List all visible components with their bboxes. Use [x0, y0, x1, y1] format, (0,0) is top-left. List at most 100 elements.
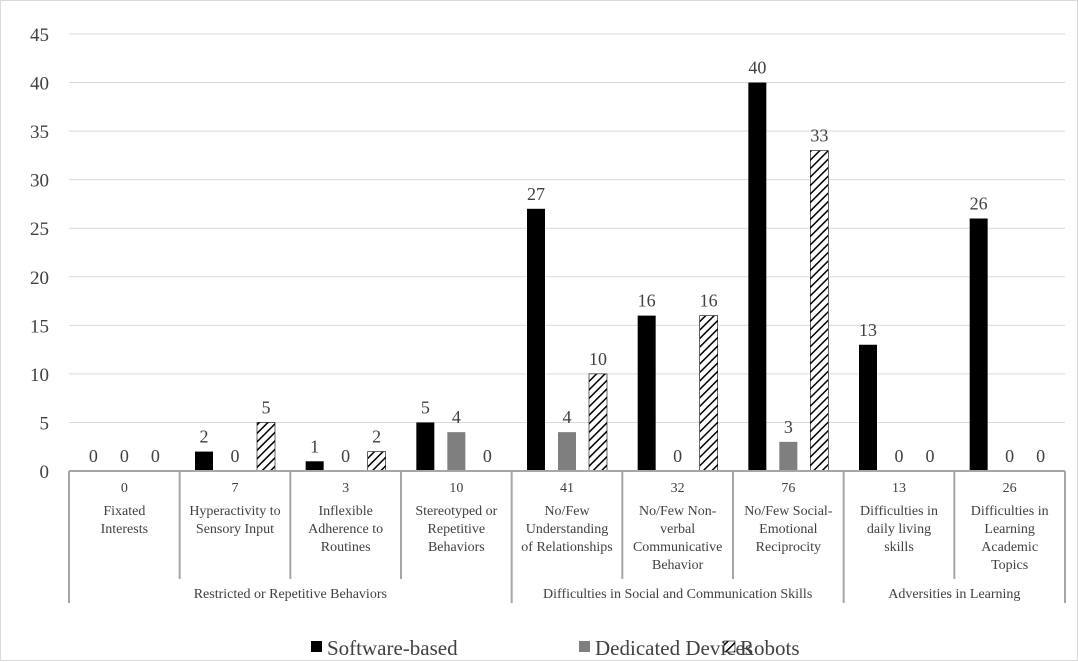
bars: [195, 82, 988, 472]
category-label-line: Routines: [321, 540, 371, 555]
data-label: 40: [748, 58, 766, 78]
bar: [779, 441, 798, 471]
bar: [256, 422, 276, 472]
category-label: Hyperactivity to Sensory Input: [189, 504, 280, 537]
category-label-line: Topics: [991, 558, 1028, 573]
category-label: Difficulties in Learning Academic Topics: [971, 504, 1049, 573]
y-tick-label: 45: [30, 25, 49, 46]
y-tick-label: 5: [40, 413, 50, 434]
category-label-line: verbal: [660, 522, 695, 537]
category-label-line: Emotional: [759, 522, 817, 537]
category-label-line: Fixated: [103, 504, 145, 519]
y-tick-label: 15: [30, 316, 49, 337]
data-label: 0: [673, 446, 682, 466]
category-label-line: Learning: [984, 522, 1035, 537]
bar: [748, 82, 767, 472]
y-tick-label: 40: [30, 74, 49, 95]
data-label: 0: [151, 446, 160, 466]
bar: [305, 461, 324, 471]
group-label: Adversities in Learning: [888, 587, 1020, 602]
category-label-line: Inflexible: [318, 504, 372, 519]
data-label: 2: [372, 427, 381, 447]
bar: [195, 451, 213, 471]
legend-swatch: [723, 640, 736, 653]
bar: [859, 344, 877, 471]
data-label: 1: [310, 436, 319, 456]
category-label-line: Adherence to: [308, 522, 383, 537]
legend-swatch: [579, 641, 590, 652]
data-label: 0: [895, 446, 904, 466]
bar: [367, 451, 386, 472]
data-label: 4: [563, 407, 572, 427]
category-total: 76: [781, 481, 795, 496]
y-tick-label: 10: [30, 365, 49, 386]
category-total: 3: [342, 481, 349, 496]
category-label-line: Sensory Input: [196, 522, 274, 537]
category-label-line: Behavior: [652, 558, 704, 573]
category-label-line: Hyperactivity to: [189, 504, 280, 519]
bar: [637, 315, 656, 471]
category-label-line: Understanding: [526, 522, 608, 537]
category-total: 41: [560, 481, 574, 496]
category-label: No/Few Non-verbal Communicative Behavior: [633, 504, 722, 573]
legend-swatch: [311, 641, 322, 652]
category-total: 32: [671, 481, 685, 496]
category-label-line: No/Few Social-: [744, 504, 833, 519]
category-label-line: Behaviors: [428, 540, 485, 555]
category-label-line: Communicative: [633, 540, 722, 555]
category-label-line: Reciprocity: [756, 540, 821, 555]
data-label: 26: [970, 194, 988, 214]
data-label: 3: [784, 417, 793, 437]
category-label: No/Few Social- Emotional Reciprocity: [744, 504, 833, 555]
category-label-line: skills: [884, 540, 914, 555]
data-label: 10: [589, 349, 607, 369]
category-label-line: Academic: [981, 540, 1038, 555]
y-tick-label: 30: [30, 171, 49, 192]
category-label-line: daily living: [867, 522, 931, 537]
bar: [588, 373, 608, 472]
category-label: Fixated Interests: [101, 504, 148, 537]
y-tick-label: 25: [30, 219, 49, 240]
category-label: Stereotyped or Repetitive Behaviors: [415, 504, 497, 555]
data-label: 16: [700, 291, 718, 311]
data-label: 13: [859, 320, 877, 340]
legend-label: Robots: [740, 636, 800, 660]
y-tick-label: 35: [30, 122, 49, 143]
category-total: 26: [1003, 481, 1017, 496]
category-label-line: Stereotyped or: [415, 504, 497, 519]
category-total: 7: [232, 481, 239, 496]
category-label: Inflexible Adherence to Routines: [308, 504, 383, 555]
category-label: No/Few Understanding of Relationships: [521, 504, 612, 555]
bar: [416, 422, 435, 471]
bar: [558, 432, 576, 471]
data-label: 0: [926, 446, 935, 466]
data-label: 33: [810, 126, 828, 146]
gridlines: [69, 33, 1065, 423]
data-label: 4: [452, 407, 461, 427]
category-total: 13: [892, 481, 906, 496]
legend-label: Software-based: [327, 636, 458, 660]
data-label: 27: [527, 184, 545, 204]
data-label: 5: [421, 397, 430, 417]
bar: [969, 218, 988, 471]
category-label-line: Difficulties in: [971, 504, 1049, 519]
category-label-line: of Relationships: [521, 540, 612, 555]
data-label: 0: [341, 446, 350, 466]
data-label: 16: [638, 291, 656, 311]
category-label-line: Difficulties in: [860, 504, 938, 519]
category-total: 10: [449, 481, 463, 496]
category-total: 0: [121, 481, 128, 496]
group-label: Restricted or Repetitive Behaviors: [194, 587, 387, 602]
data-label: 0: [1005, 446, 1014, 466]
bar: [699, 315, 718, 472]
category-label-line: Interests: [101, 522, 148, 537]
data-label: 5: [262, 397, 271, 417]
data-label: 0: [483, 446, 492, 466]
category-label-line: Repetitive: [428, 522, 486, 537]
group-label: Difficulties in Social and Communication…: [543, 587, 812, 602]
y-axis-ticks: 0 5 10 15 20 25 30 35 40 45: [30, 25, 49, 483]
category-label-line: No/Few Non-: [639, 504, 717, 519]
